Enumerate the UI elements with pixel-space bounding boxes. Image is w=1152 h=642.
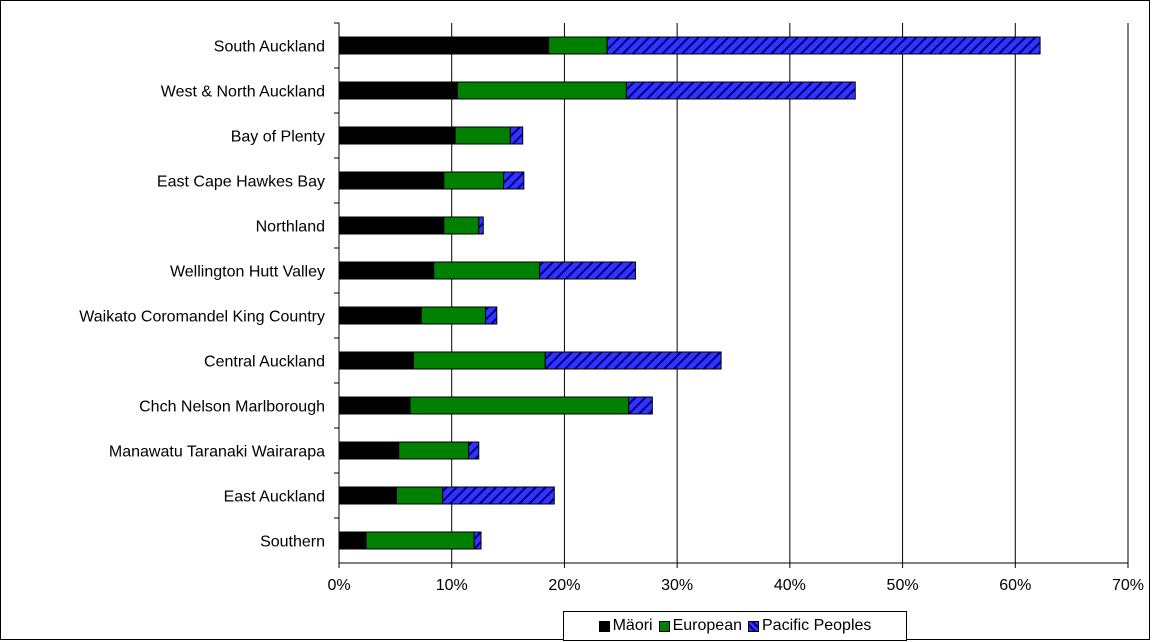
bar-european bbox=[412, 351, 546, 370]
x-tick-label: 10% bbox=[436, 577, 468, 594]
bar-pacific-peoples bbox=[606, 36, 1041, 55]
bar-pacific-peoples bbox=[485, 306, 498, 325]
bar-m-ori bbox=[338, 216, 445, 235]
bar-m-ori bbox=[338, 351, 414, 370]
bar-european bbox=[433, 261, 541, 280]
category-label: Wellington Hutt Valley bbox=[170, 264, 325, 281]
bar-m-ori bbox=[338, 261, 435, 280]
bar-european bbox=[548, 36, 608, 55]
gridlines bbox=[338, 23, 1129, 568]
legend-swatch-maori bbox=[598, 620, 610, 632]
bar-pacific-peoples bbox=[509, 126, 524, 145]
bar-european bbox=[443, 216, 480, 235]
bar-pacific-peoples bbox=[442, 486, 555, 505]
category-label: East Cape Hawkes Bay bbox=[157, 174, 325, 191]
x-tick-label: 40% bbox=[774, 577, 806, 594]
bar-m-ori bbox=[338, 171, 445, 190]
category-label: Southern bbox=[260, 534, 325, 551]
bar-european bbox=[395, 486, 444, 505]
bar-pacific-peoples bbox=[539, 261, 636, 280]
bar-european bbox=[365, 531, 475, 550]
category-label: South Auckland bbox=[214, 39, 325, 56]
bar-m-ori bbox=[338, 81, 458, 100]
category-labels: South Auckland West & North Auckland Bay o… bbox=[79, 39, 325, 551]
x-tick-label: 30% bbox=[661, 577, 693, 594]
x-tick-label: 60% bbox=[999, 577, 1031, 594]
bar-pacific-peoples bbox=[628, 396, 653, 415]
legend-label-pacific-peoples: Pacific Peoples bbox=[762, 617, 872, 634]
legend: Mäori European Pacific Peoples bbox=[563, 611, 907, 641]
bar-european bbox=[454, 126, 511, 145]
legend-item-european: European bbox=[658, 617, 742, 635]
bar-pacific-peoples bbox=[473, 531, 482, 550]
bar-pacific-peoples bbox=[478, 216, 484, 235]
x-tick-label: 20% bbox=[548, 577, 580, 594]
bar-m-ori bbox=[338, 306, 422, 325]
bars bbox=[338, 36, 1041, 550]
bar-m-ori bbox=[338, 396, 411, 415]
category-label: East Auckland bbox=[224, 489, 325, 506]
bar-m-ori bbox=[338, 486, 397, 505]
bar-european bbox=[420, 306, 487, 325]
bar-european bbox=[456, 81, 627, 100]
bar-m-ori bbox=[338, 36, 550, 55]
bar-pacific-peoples bbox=[503, 171, 525, 190]
bar-m-ori bbox=[338, 531, 367, 550]
x-tick-label: 50% bbox=[887, 577, 919, 594]
category-label: Waikato Coromandel King Country bbox=[79, 309, 325, 326]
bar-m-ori bbox=[338, 126, 456, 145]
axes bbox=[334, 22, 1128, 564]
category-label: Northland bbox=[256, 219, 325, 236]
legend-label-european: European bbox=[672, 617, 742, 634]
x-tick-label: 70% bbox=[1112, 577, 1144, 594]
legend-item-maori: Mäori bbox=[598, 617, 653, 635]
x-tick-labels: 0% 10% 20% 30% 40% 50% 60% 70% bbox=[327, 577, 1144, 594]
x-tick-label: 0% bbox=[327, 577, 350, 594]
category-label: West & North Auckland bbox=[161, 84, 325, 101]
bar-european bbox=[443, 171, 505, 190]
category-label: Central Auckland bbox=[204, 354, 325, 371]
bar-pacific-peoples bbox=[544, 351, 722, 370]
category-label: Bay of Plenty bbox=[231, 129, 325, 146]
bar-m-ori bbox=[338, 441, 400, 460]
bar-pacific-peoples bbox=[625, 81, 856, 100]
bar-european bbox=[398, 441, 470, 460]
legend-item-pacific-peoples: Pacific Peoples bbox=[748, 617, 871, 635]
legend-swatch-pacific-peoples bbox=[748, 620, 759, 632]
legend-label-maori: Mäori bbox=[612, 617, 653, 634]
bar-pacific-peoples bbox=[468, 441, 480, 460]
legend-swatch-european bbox=[658, 620, 670, 632]
bar-european bbox=[409, 396, 630, 415]
category-label: Manawatu Taranaki Wairarapa bbox=[109, 444, 325, 461]
category-label: Chch Nelson Marlborough bbox=[139, 399, 325, 416]
